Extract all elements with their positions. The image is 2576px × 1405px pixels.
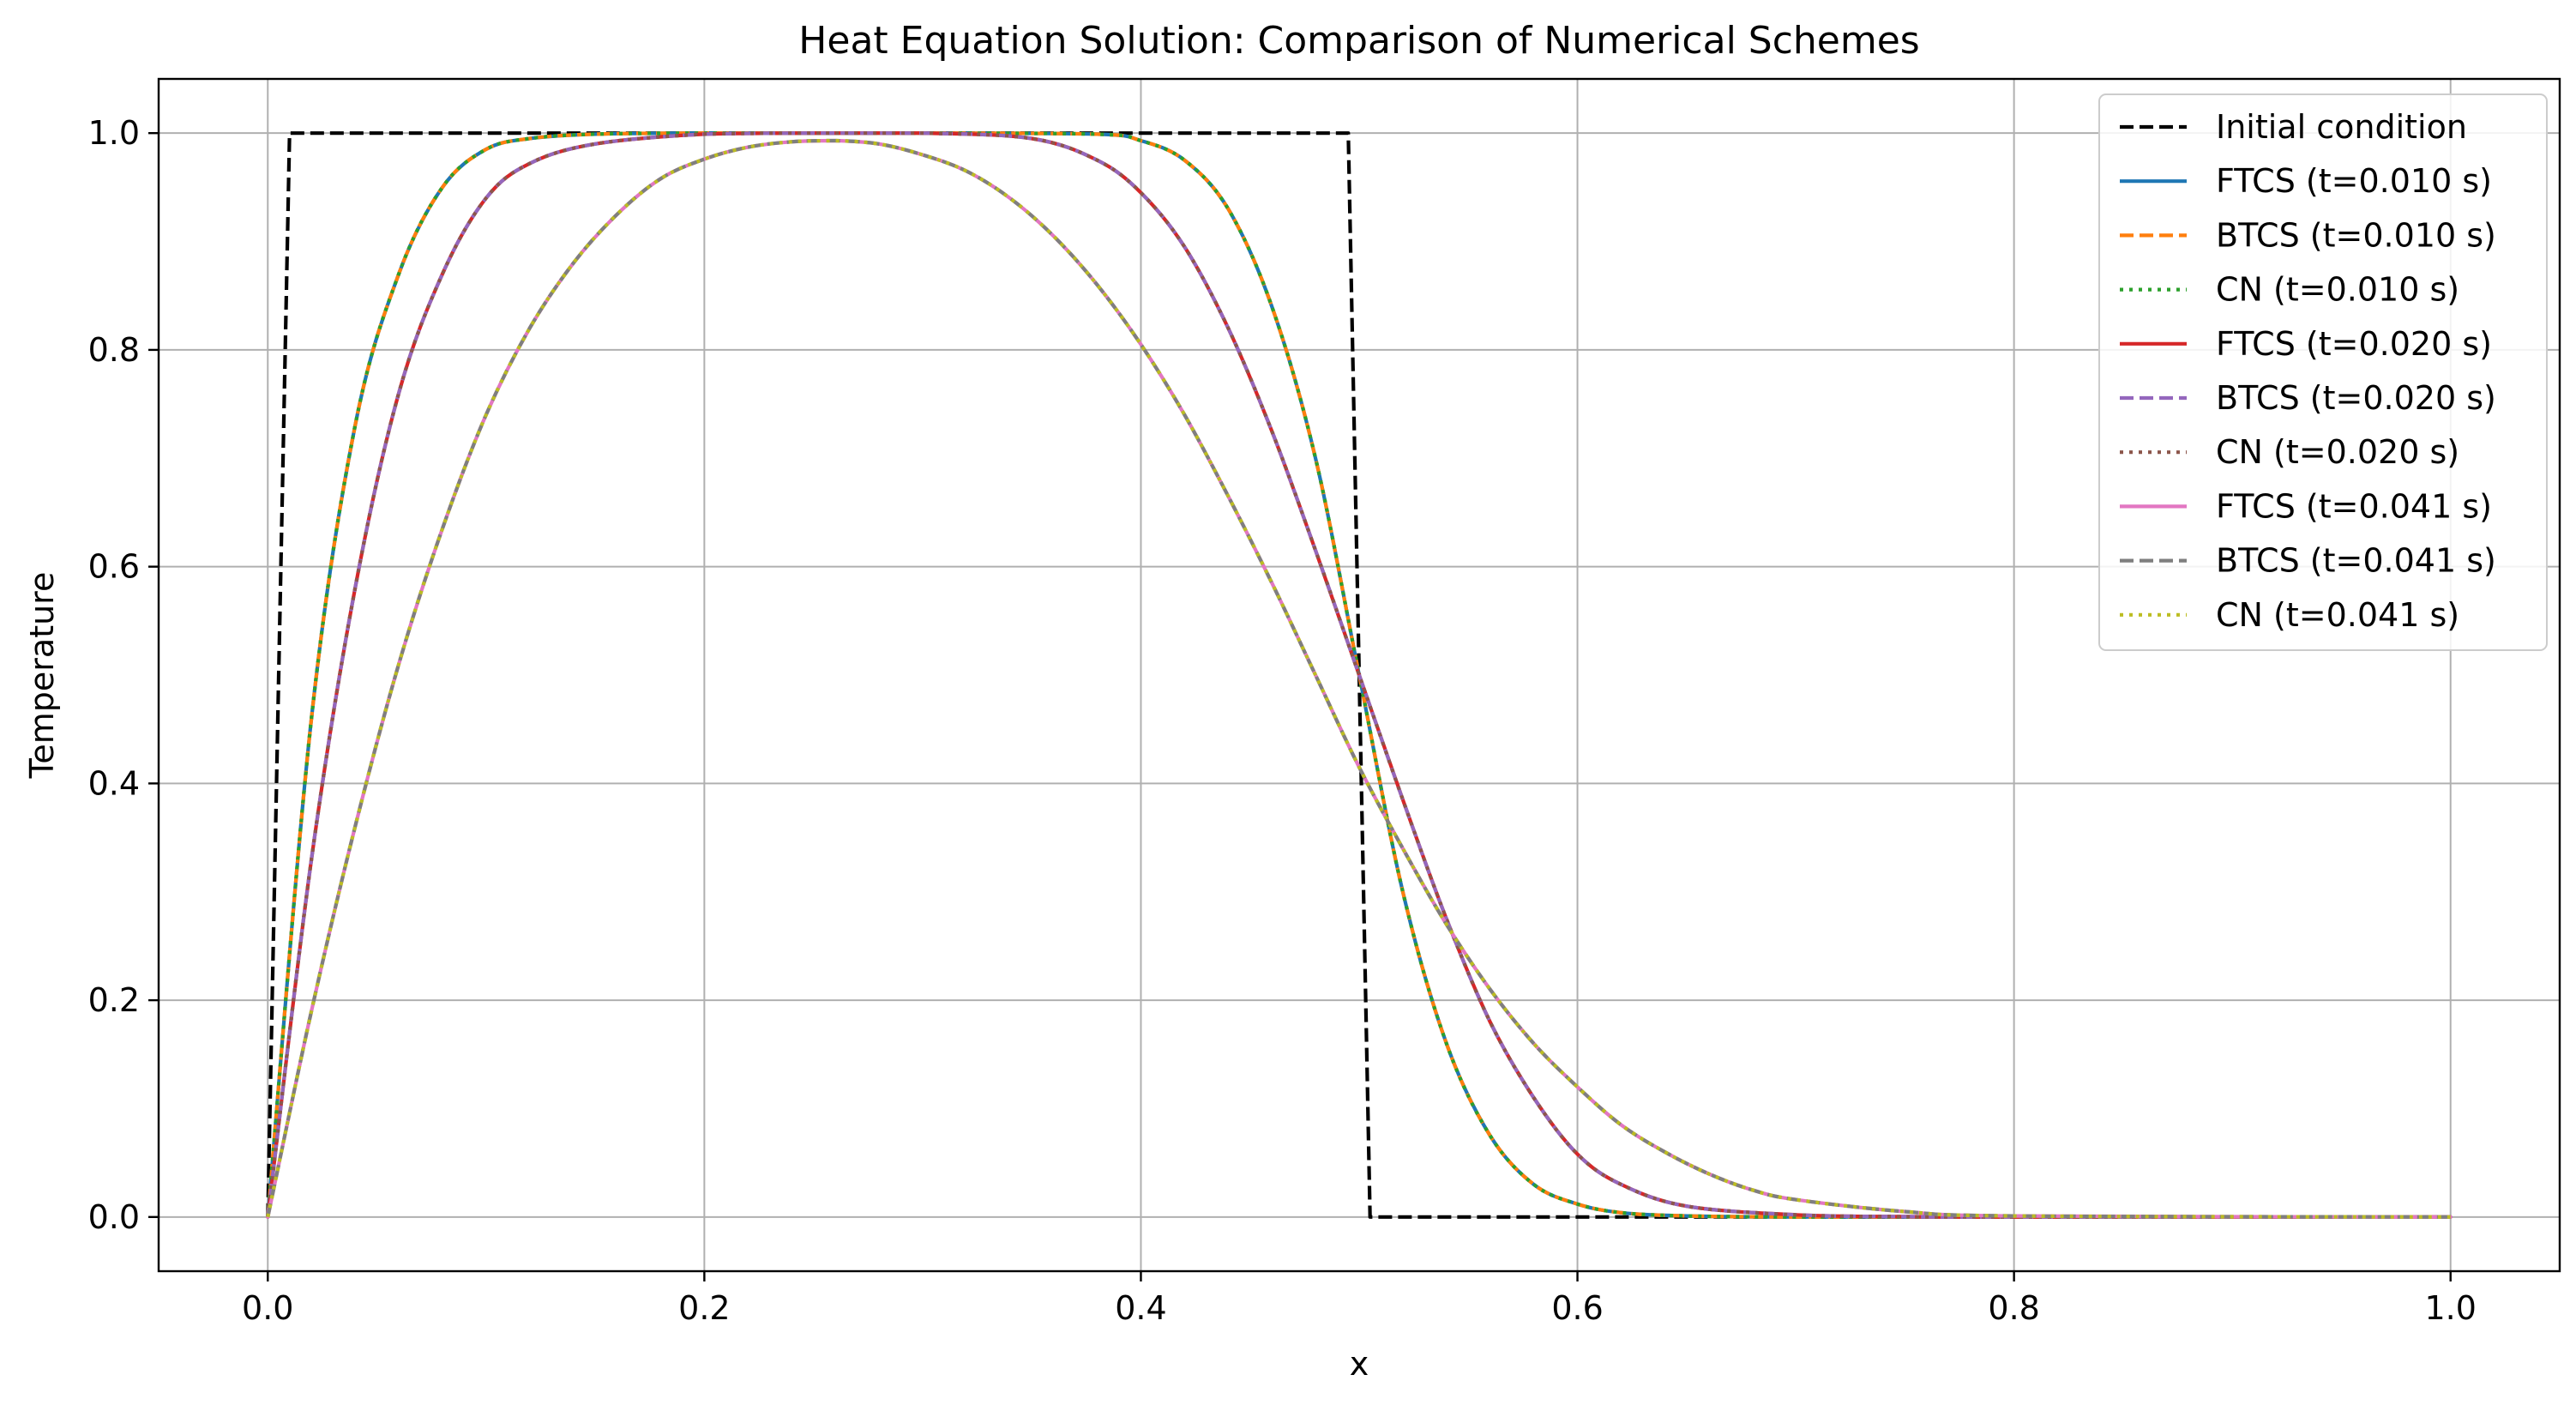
- legend-label: CN (t=0.020 s): [2216, 433, 2459, 471]
- series-line-9: [266, 138, 2451, 1219]
- y-tick-label: 0.0: [88, 1198, 140, 1236]
- legend-label: Initial condition: [2216, 108, 2467, 146]
- x-tick-label: 0.0: [242, 1289, 293, 1327]
- legend-label: CN (t=0.041 s): [2216, 596, 2459, 634]
- series-line-3: [266, 131, 2451, 1219]
- legend-label: BTCS (t=0.010 s): [2216, 216, 2496, 254]
- x-tick-label: 0.6: [1551, 1289, 1603, 1327]
- axes-frame: [157, 77, 2561, 1273]
- legend-box: [2098, 93, 2548, 651]
- legend-label: BTCS (t=0.041 s): [2216, 542, 2496, 580]
- x-tick-label: 0.8: [1988, 1289, 2039, 1327]
- legend-label: BTCS (t=0.020 s): [2216, 379, 2496, 417]
- x-tick-label: 1.0: [2425, 1289, 2477, 1327]
- chart-title: Heat Equation Solution: Comparison of Nu…: [798, 19, 1919, 63]
- axis-ticks: 0.0 0.2 0.4 0.6 0.8 1.0 0.0 0.2 0.4 0.6 0.8 1.0: [88, 114, 2477, 1327]
- legend-label: FTCS (t=0.020 s): [2216, 325, 2492, 363]
- y-tick-label: 0.8: [88, 331, 140, 369]
- plot-lines: [266, 131, 2453, 1219]
- y-axis-label: Temperature: [23, 572, 61, 780]
- series-line-0: [266, 131, 2451, 1219]
- legend-label: FTCS (t=0.041 s): [2216, 487, 2492, 525]
- x-tick-label: 0.2: [678, 1289, 730, 1327]
- y-tick-label: 0.2: [88, 981, 140, 1019]
- y-tick-label: 1.0: [88, 114, 140, 152]
- legend-label: CN (t=0.010 s): [2216, 271, 2459, 309]
- x-axis-label: x: [1350, 1345, 1369, 1383]
- y-tick-label: 0.4: [88, 764, 140, 802]
- y-tick-label: 0.6: [88, 548, 140, 586]
- legend-label: FTCS (t=0.010 s): [2216, 162, 2492, 200]
- legend: Initial condition FTCS (t=0.010 s) BTCS (t…: [2098, 93, 2548, 651]
- x-tick-label: 0.4: [1115, 1289, 1166, 1327]
- series-line-6: [266, 131, 2451, 1219]
